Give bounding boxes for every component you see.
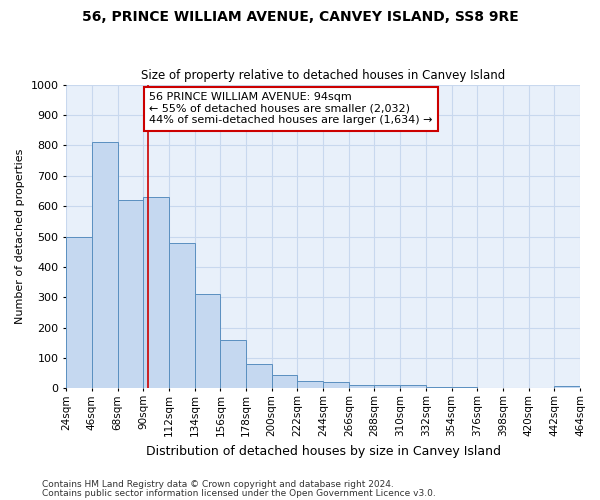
Text: Contains HM Land Registry data © Crown copyright and database right 2024.: Contains HM Land Registry data © Crown c… (42, 480, 394, 489)
Bar (194, 294, 220, 388)
Bar (400, 386, 426, 388)
Bar (298, 381, 323, 388)
Bar (323, 382, 349, 388)
Bar (92, 142, 118, 388)
Bar (66, 236, 92, 388)
Y-axis label: Number of detached properties: Number of detached properties (15, 149, 25, 324)
Text: 56, PRINCE WILLIAM AVENUE, CANVEY ISLAND, SS8 9RE: 56, PRINCE WILLIAM AVENUE, CANVEY ISLAND… (82, 10, 518, 24)
Text: Contains public sector information licensed under the Open Government Licence v3: Contains public sector information licen… (42, 488, 436, 498)
Bar (426, 387, 452, 388)
Bar (220, 340, 246, 388)
Bar (118, 200, 143, 388)
Bar (246, 364, 272, 388)
Bar (272, 375, 298, 388)
Bar (349, 385, 374, 388)
Text: 56 PRINCE WILLIAM AVENUE: 94sqm
← 55% of detached houses are smaller (2,032)
44%: 56 PRINCE WILLIAM AVENUE: 94sqm ← 55% of… (149, 92, 433, 126)
Bar (143, 197, 169, 388)
X-axis label: Distribution of detached houses by size in Canvey Island: Distribution of detached houses by size … (146, 444, 500, 458)
Bar (374, 386, 400, 388)
Bar (554, 386, 580, 388)
Bar (169, 242, 194, 388)
Title: Size of property relative to detached houses in Canvey Island: Size of property relative to detached ho… (141, 69, 505, 82)
